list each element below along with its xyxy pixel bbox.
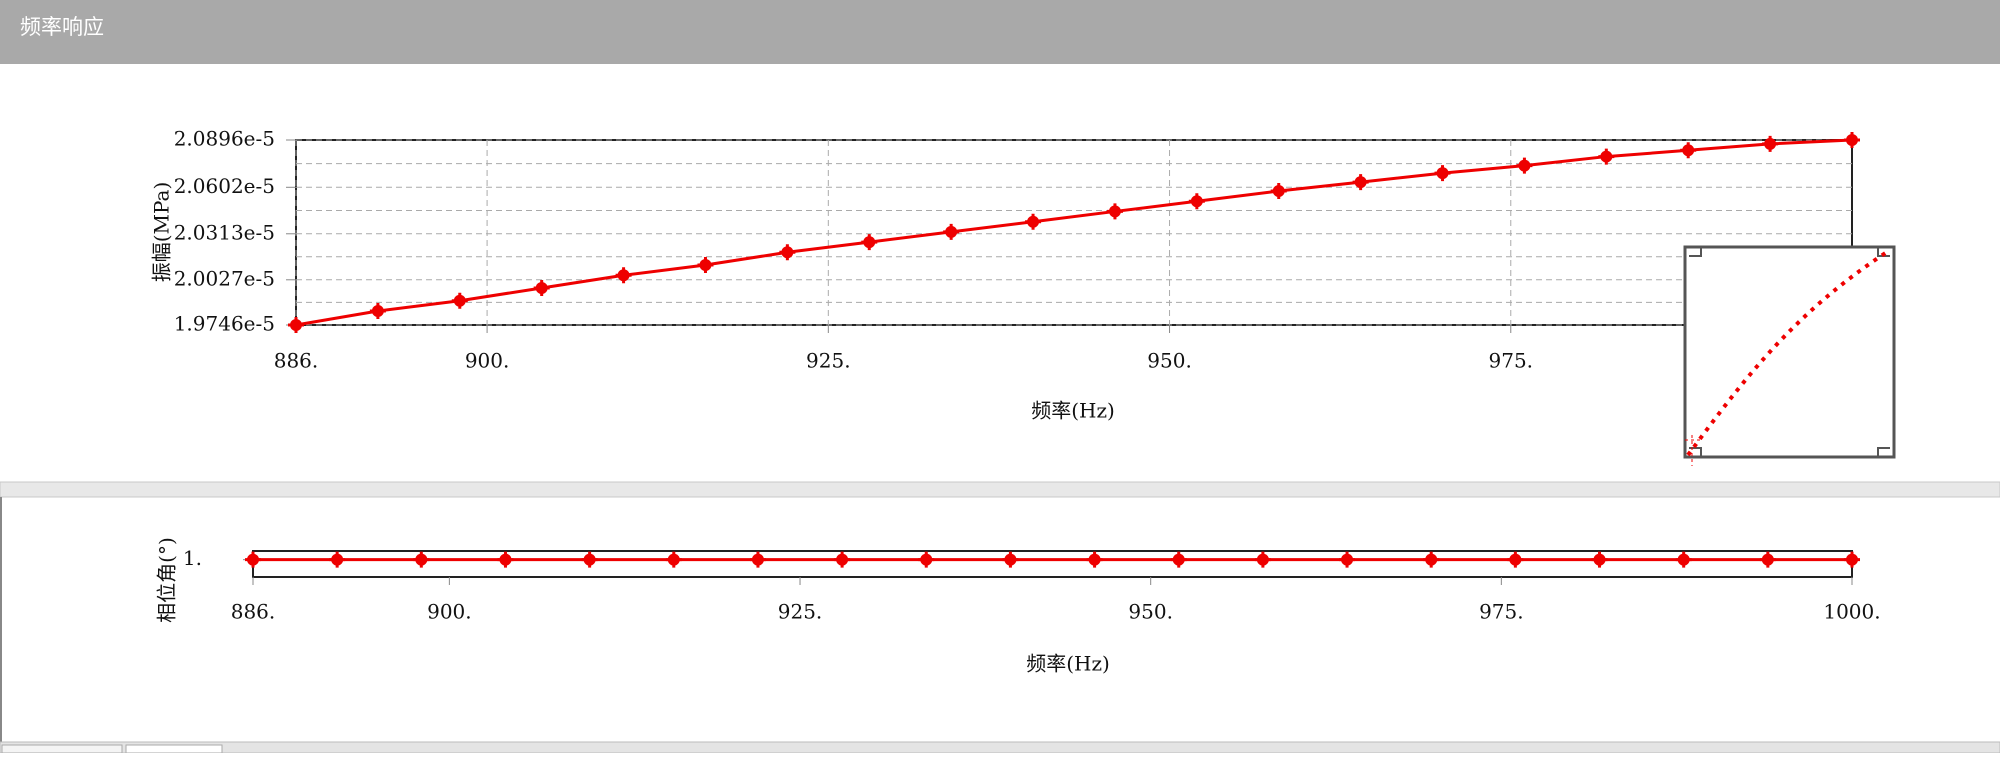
marker-cross	[1844, 132, 1860, 148]
tab[interactable]	[1, 744, 123, 754]
marker-cross	[413, 551, 430, 568]
x-tick-label: 1000.	[1823, 600, 1880, 624]
y-tick-label: 2.0313e-5	[174, 220, 275, 244]
marker-cross	[533, 280, 550, 296]
title-bar	[0, 0, 2000, 64]
x-tick-label: 975.	[1479, 600, 1524, 624]
marker-cross	[779, 244, 796, 261]
marker-cross	[1423, 551, 1440, 568]
plots: 1.9746e-5 2.0027e-5 2.0313e-5 2.0602e-5 2.08…	[150, 127, 1881, 676]
marker-cross	[369, 303, 386, 320]
marker-cross	[1270, 182, 1287, 199]
splitter[interactable]	[0, 481, 2000, 498]
marker-cross	[1434, 165, 1451, 182]
y-axis-label: 振幅(MPa)	[150, 182, 174, 283]
marker-cross	[1106, 203, 1123, 220]
marker-cross	[497, 551, 514, 568]
y-tick-label: 2.0896e-5	[174, 127, 275, 151]
marker-cross	[861, 234, 878, 251]
marker-cross	[1188, 193, 1205, 210]
marker-cross	[1170, 551, 1187, 568]
x-tick-label: 950.	[1147, 349, 1192, 373]
marker-cross	[1844, 551, 1860, 568]
y-tick-label: 2.0027e-5	[174, 266, 275, 290]
x-tick-label: 886.	[274, 349, 319, 373]
marker-cross	[697, 256, 714, 273]
x-tick-label: 925.	[806, 349, 851, 373]
marker-cross	[1339, 551, 1356, 568]
marker-cross	[329, 551, 346, 568]
x-axis-label: 频率(Hz)	[1031, 399, 1115, 423]
marker-cross	[245, 551, 261, 568]
marker-cross	[451, 292, 468, 309]
y-tick-label: 1.9746e-5	[174, 312, 275, 336]
marker-cross	[1025, 213, 1042, 230]
y-axis-label: 相位角(°)	[155, 537, 179, 623]
x-tick-label: 886.	[231, 600, 276, 624]
plot-area	[295, 139, 1853, 326]
marker-cross	[1762, 135, 1779, 152]
marker-cross	[1086, 551, 1103, 568]
tab[interactable]	[125, 744, 223, 754]
marker-cross	[749, 551, 766, 568]
y-tick-label: 2.0602e-5	[174, 174, 275, 198]
marker-cross	[1254, 551, 1271, 568]
x-tick-label: 900.	[465, 349, 510, 373]
marker-cross	[1591, 551, 1608, 568]
marker-cross	[288, 317, 304, 333]
marker-cross	[1680, 142, 1697, 159]
x-tick-label: 950.	[1128, 600, 1173, 624]
marker-cross	[615, 267, 632, 284]
inset-corners	[1689, 248, 1890, 456]
marker-cross	[1352, 174, 1369, 191]
marker-cross	[1598, 148, 1615, 165]
overview-inset	[1683, 245, 1896, 466]
plot-area	[252, 550, 1853, 578]
marker-cross	[834, 551, 851, 568]
marker-cross	[918, 551, 935, 568]
tab-strip	[0, 741, 2000, 754]
marker-cross	[1002, 551, 1019, 568]
x-axis-label: 频率(Hz)	[1026, 652, 1110, 676]
inset-frame	[1683, 245, 1896, 459]
data-line	[295, 138, 1853, 327]
marker-cross	[1675, 551, 1692, 568]
y-tick-label: 1.	[183, 546, 202, 570]
marker-cross	[943, 223, 960, 240]
window-title: 频率响应	[20, 15, 104, 39]
marker-cross	[1759, 551, 1776, 568]
marker-cross	[665, 551, 682, 568]
inset-curve	[1686, 248, 1892, 457]
x-tick-label: 975.	[1489, 349, 1534, 373]
x-tick-label: 925.	[778, 600, 823, 624]
marker-cross	[1516, 157, 1533, 174]
x-tick-label: 900.	[427, 600, 472, 624]
marker-cross	[581, 551, 598, 568]
marker-cross	[1507, 551, 1524, 568]
